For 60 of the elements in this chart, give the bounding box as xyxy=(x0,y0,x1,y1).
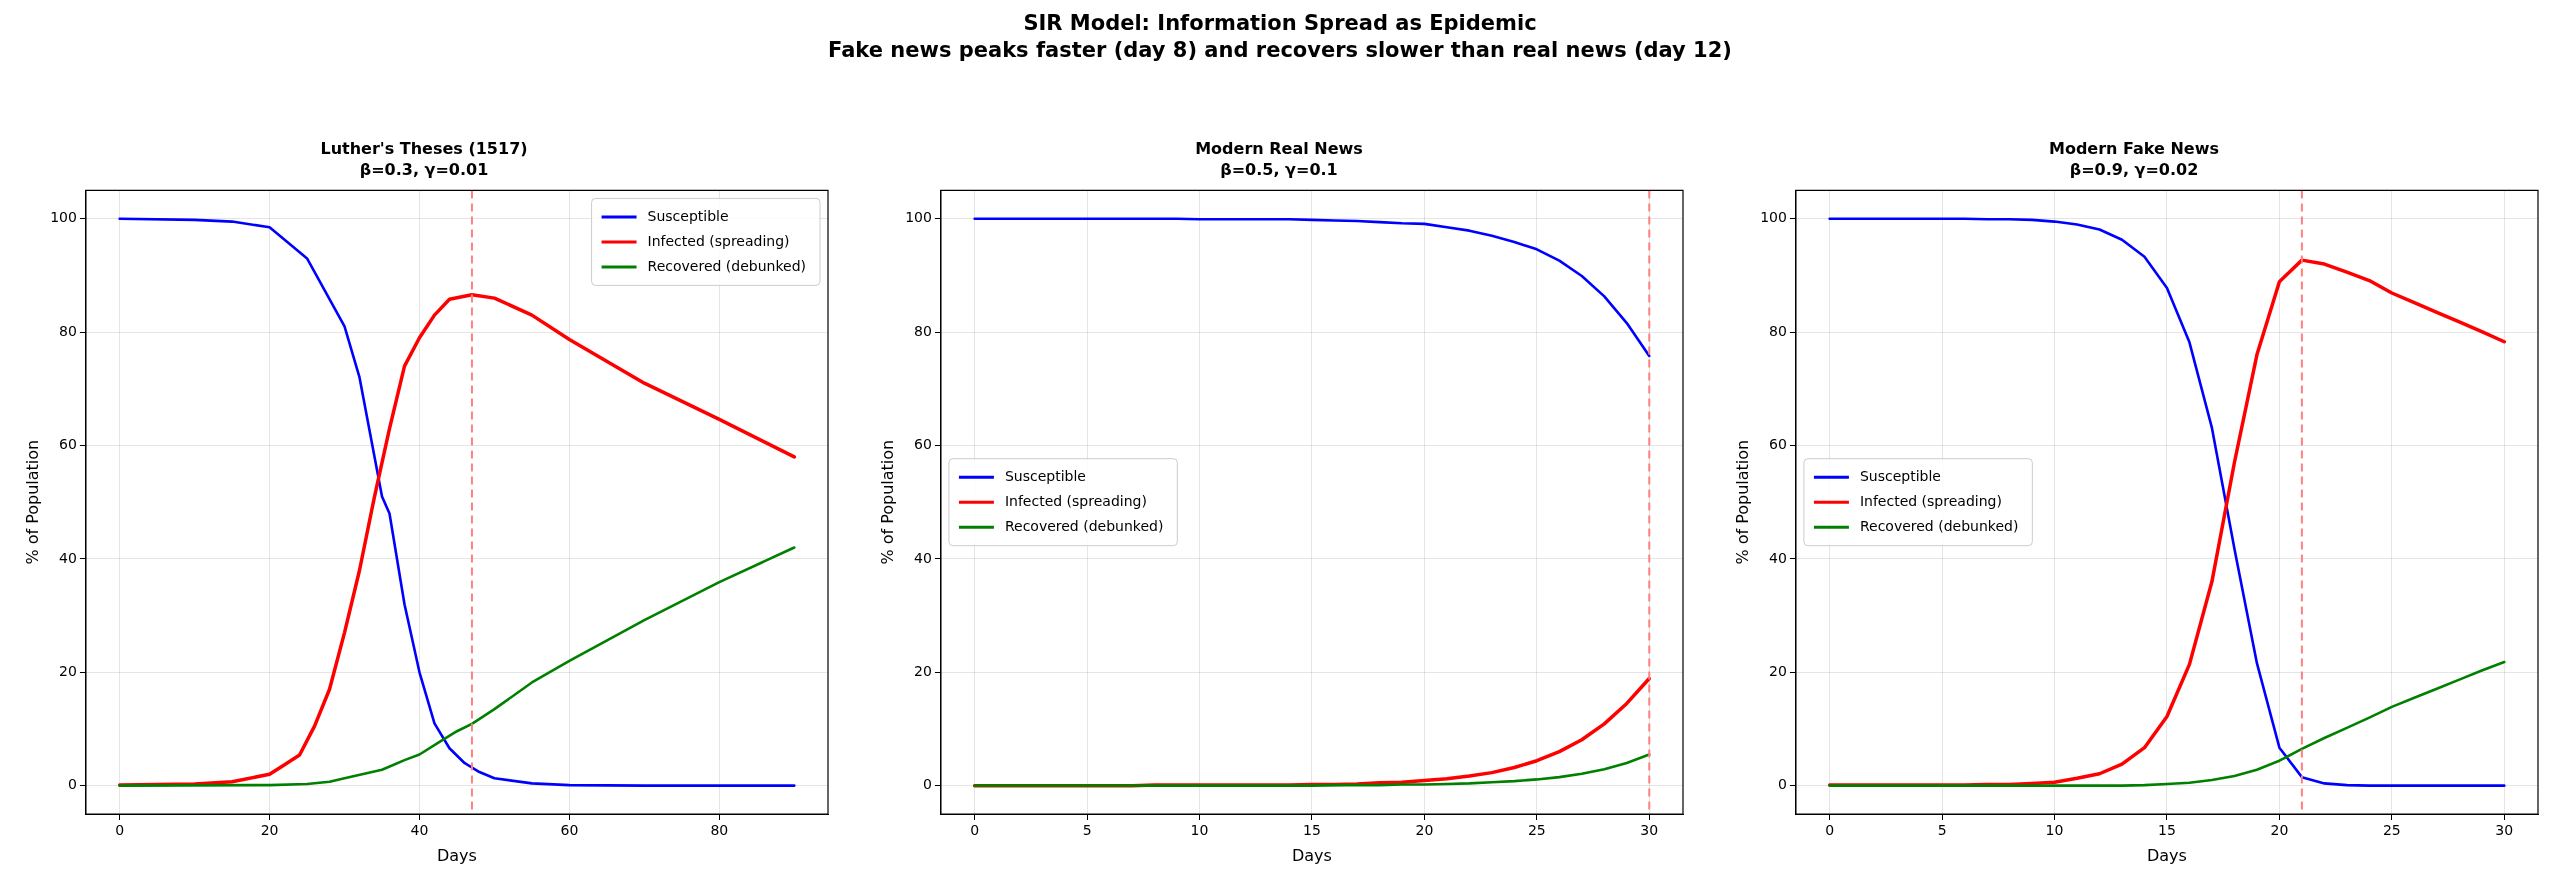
y-tick-label: 60 xyxy=(59,436,77,453)
y-tick-label: 20 xyxy=(1769,662,1787,679)
x-tick-label: 0 xyxy=(1825,822,1835,839)
y-tick-label: 100 xyxy=(50,209,77,226)
text: Fake news peaks faster (day 8) and recovers slower than real news (day 12) xyxy=(827,37,1733,64)
legend-label: Recovered (debunked) xyxy=(647,257,806,274)
x-tick-label: 30 xyxy=(1640,822,1659,839)
y-tick-label: 100 xyxy=(1760,209,1787,226)
y-axis-title: % of Population xyxy=(22,439,42,565)
y-tick-label: 40 xyxy=(1769,549,1787,566)
x-tick-label: 5 xyxy=(1082,822,1092,839)
x-tick-label: 20 xyxy=(260,822,279,839)
y-axis-title: % of Population xyxy=(877,439,897,565)
x-axis-title: Days xyxy=(436,845,477,865)
y-tick-label: 60 xyxy=(1769,436,1787,453)
x-tick-label: 5 xyxy=(1937,822,1947,839)
legend-label: Recovered (debunked) xyxy=(1004,517,1164,534)
x-tick-label: 25 xyxy=(1527,822,1546,839)
x-axis-title: Days xyxy=(1291,845,1332,865)
x-tick-label: 30 xyxy=(2495,822,2514,839)
x-tick-label: 40 xyxy=(410,822,429,839)
chart-title: Modern Real News xyxy=(1195,138,1363,158)
y-tick-label: 20 xyxy=(914,662,932,679)
text: SIR Model: Information Spread as Epidemic xyxy=(1022,10,1538,37)
y-tick-label: 0 xyxy=(1778,776,1787,793)
y-tick-label: 100 xyxy=(905,209,932,226)
y-tick-label: 80 xyxy=(1769,322,1787,339)
chart-subtitle: β=0.5, γ=0.1 xyxy=(1220,159,1338,179)
chart-subtitle: β=0.9, γ=0.02 xyxy=(2069,159,2199,179)
y-tick-label: 40 xyxy=(914,549,932,566)
legend-label: Infected (spreading) xyxy=(1004,492,1147,509)
legend-label: Susceptible xyxy=(647,207,729,224)
y-tick-label: 60 xyxy=(914,436,932,453)
x-tick-label: 60 xyxy=(560,822,579,839)
x-tick-label: 20 xyxy=(2270,822,2289,839)
x-tick-label: 80 xyxy=(710,822,729,839)
x-tick-label: 0 xyxy=(970,822,980,839)
x-tick-label: 0 xyxy=(115,822,125,839)
legend-label: Infected (spreading) xyxy=(1859,492,2002,509)
chart-title: Modern Fake News xyxy=(2048,138,2220,158)
chart-subtitle: β=0.3, γ=0.01 xyxy=(359,159,489,179)
legend-label: Susceptible xyxy=(1859,467,1941,484)
x-tick-label: 25 xyxy=(2382,822,2401,839)
y-tick-label: 40 xyxy=(59,549,77,566)
chart-title: Luther's Theses (1517) xyxy=(320,138,528,158)
x-tick-label: 15 xyxy=(1303,822,1321,839)
legend-label: Recovered (debunked) xyxy=(1859,517,2019,534)
y-axis-title: % of Population xyxy=(1732,439,1752,565)
x-axis-title: Days xyxy=(2146,845,2187,865)
x-tick-label: 10 xyxy=(2045,822,2064,839)
y-tick-label: 80 xyxy=(914,322,932,339)
y-tick-label: 0 xyxy=(68,776,77,793)
legend-label: Infected (spreading) xyxy=(647,232,790,249)
y-tick-label: 20 xyxy=(59,662,77,679)
y-tick-label: 80 xyxy=(59,322,77,339)
y-tick-label: 0 xyxy=(923,776,932,793)
legend-label: Susceptible xyxy=(1004,467,1086,484)
x-tick-label: 10 xyxy=(1190,822,1209,839)
x-tick-label: 15 xyxy=(2158,822,2176,839)
x-tick-label: 20 xyxy=(1415,822,1434,839)
